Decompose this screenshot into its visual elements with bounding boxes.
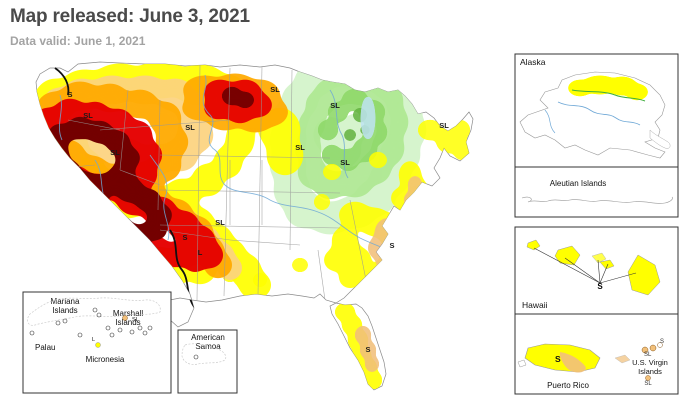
svg-text:S: S: [182, 233, 187, 242]
svg-text:SL: SL: [330, 101, 340, 110]
svg-text:Micronesia: Micronesia: [86, 355, 125, 364]
svg-text:S: S: [365, 345, 370, 354]
svg-text:Samoa: Samoa: [195, 342, 221, 351]
svg-text:S: S: [660, 339, 664, 345]
svg-text:SL: SL: [270, 85, 280, 94]
svg-text:Marshall: Marshall: [113, 309, 143, 318]
svg-text:SL: SL: [83, 111, 93, 120]
svg-text:SL: SL: [644, 381, 652, 387]
svg-text:Aleutian Islands: Aleutian Islands: [550, 179, 606, 188]
svg-text:Hawaii: Hawaii: [522, 300, 548, 310]
svg-text:U.S. Virgin: U.S. Virgin: [632, 358, 668, 367]
svg-text:SL: SL: [215, 218, 225, 227]
svg-text:Islands: Islands: [52, 306, 77, 315]
svg-text:Mariana: Mariana: [51, 297, 80, 306]
svg-text:S: S: [555, 354, 561, 364]
svg-text:S: S: [389, 241, 394, 250]
svg-text:SL: SL: [110, 148, 120, 157]
svg-text:S: S: [67, 90, 72, 99]
svg-text:SL: SL: [295, 143, 305, 152]
svg-text:S: S: [597, 282, 603, 291]
svg-text:Alaska: Alaska: [520, 57, 546, 67]
svg-text:Islands: Islands: [638, 367, 662, 376]
svg-text:Puerto Rico: Puerto Rico: [547, 381, 589, 390]
svg-text:SL: SL: [439, 121, 449, 130]
svg-text:SL: SL: [340, 158, 350, 167]
svg-text:American: American: [191, 333, 225, 342]
svg-text:L: L: [92, 337, 95, 343]
svg-text:SL: SL: [185, 123, 195, 132]
svg-text:Palau: Palau: [35, 343, 55, 352]
svg-text:L: L: [198, 248, 203, 257]
svg-text:SL: SL: [132, 317, 139, 323]
